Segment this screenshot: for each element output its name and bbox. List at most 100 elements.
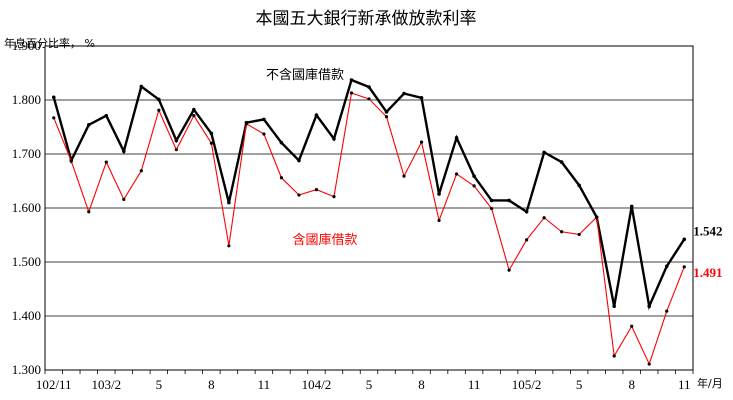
data-point xyxy=(560,230,564,234)
x-tick-labels: 102/11 103/2 5 8 11 104/2 5 8 11 105/2 5 8 11 xyxy=(36,370,694,392)
series-group: 1.542 1.491 xyxy=(51,78,722,366)
gridlines xyxy=(45,45,693,371)
data-point xyxy=(69,159,73,163)
data-point xyxy=(314,188,319,192)
series-line-0 xyxy=(52,78,686,311)
data-point xyxy=(367,85,371,89)
y-tick-label: 1.500 xyxy=(12,254,41,269)
y-tick-label: 1.800 xyxy=(12,92,41,107)
data-point xyxy=(595,215,599,219)
data-point xyxy=(489,198,494,203)
data-point xyxy=(682,237,687,242)
data-point xyxy=(332,137,336,141)
data-point xyxy=(402,174,406,178)
data-point xyxy=(524,209,529,214)
data-point xyxy=(349,78,354,82)
x-tick-label: 103/2 xyxy=(91,377,121,392)
data-point xyxy=(454,136,459,140)
x-tick-label: 11 xyxy=(468,377,481,392)
data-point xyxy=(384,110,389,114)
data-point xyxy=(227,200,231,205)
series-line-1 xyxy=(53,92,685,366)
x-tick-label: 5 xyxy=(156,377,163,392)
data-point xyxy=(157,97,161,102)
data-point xyxy=(262,132,266,136)
data-point xyxy=(472,174,476,178)
data-point xyxy=(665,309,669,313)
data-point xyxy=(104,160,108,164)
y-tick-label: 1.600 xyxy=(12,200,41,215)
data-point xyxy=(209,141,213,145)
data-point xyxy=(297,158,301,163)
data-point xyxy=(402,91,406,96)
data-point xyxy=(174,138,179,143)
y-tick-labels: 1.300 1.400 1.500 1.600 1.700 1.800 1.900 xyxy=(12,38,41,377)
data-point xyxy=(472,184,476,188)
data-point xyxy=(507,268,511,272)
data-point xyxy=(52,116,56,120)
data-point xyxy=(682,265,686,269)
x-axis-label: 年/月 xyxy=(697,376,723,390)
data-point xyxy=(349,91,354,95)
data-point xyxy=(647,362,651,366)
data-point xyxy=(86,123,91,127)
data-point xyxy=(419,140,424,144)
x-tick-label: 11 xyxy=(678,377,691,392)
data-point xyxy=(437,218,441,223)
data-point xyxy=(244,122,249,126)
data-point xyxy=(139,84,144,89)
data-point xyxy=(314,113,319,117)
plot-frame xyxy=(44,45,694,371)
data-point xyxy=(559,160,564,164)
x-tick-label: 5 xyxy=(366,377,373,392)
data-point xyxy=(507,198,511,203)
y-tick-label: 1.900 xyxy=(12,38,41,53)
y-tick-label: 1.300 xyxy=(12,362,41,377)
data-point xyxy=(542,216,546,220)
data-point xyxy=(139,169,143,173)
data-point xyxy=(454,172,459,176)
data-point xyxy=(297,193,301,197)
y-tick-label: 1.700 xyxy=(12,146,41,161)
data-point xyxy=(279,176,284,180)
data-point xyxy=(384,115,389,119)
data-point xyxy=(630,324,634,328)
data-point xyxy=(664,264,669,269)
data-point xyxy=(174,148,178,152)
data-point xyxy=(51,95,56,100)
end-value-label-0: 1.542 xyxy=(693,223,722,238)
data-point xyxy=(332,195,336,199)
data-point xyxy=(577,232,581,237)
data-point xyxy=(192,107,196,112)
y-tick-label: 1.400 xyxy=(12,308,41,323)
end-value-label-1: 1.491 xyxy=(693,265,722,280)
series-label-including-treasury: 含國庫借款 xyxy=(292,232,357,248)
data-point xyxy=(262,117,266,122)
data-point xyxy=(367,97,371,101)
x-tick-label: 8 xyxy=(628,377,635,392)
x-tick-label: 5 xyxy=(576,377,583,392)
x-tick-label: 102/11 xyxy=(36,377,72,392)
data-point xyxy=(647,304,652,309)
data-point xyxy=(157,108,161,112)
data-point xyxy=(542,150,546,155)
data-point xyxy=(437,192,441,196)
series-label-excluding-treasury: 不含國庫借款 xyxy=(266,67,344,83)
data-point xyxy=(122,149,126,154)
data-point xyxy=(279,140,284,145)
data-point xyxy=(612,354,616,358)
x-tick-label: 11 xyxy=(258,377,271,392)
x-tick-label: 8 xyxy=(208,377,215,392)
data-point xyxy=(629,204,634,209)
x-tick-label: 8 xyxy=(418,377,425,392)
data-point xyxy=(87,210,91,214)
data-point xyxy=(192,114,196,118)
x-tick-label: 105/2 xyxy=(512,377,542,392)
data-point xyxy=(577,183,581,188)
data-point xyxy=(612,304,616,309)
data-point xyxy=(209,131,214,136)
chart-title: 本國五大銀行新承做放款利率 xyxy=(256,9,477,29)
data-point xyxy=(104,113,109,118)
data-point xyxy=(227,244,231,248)
